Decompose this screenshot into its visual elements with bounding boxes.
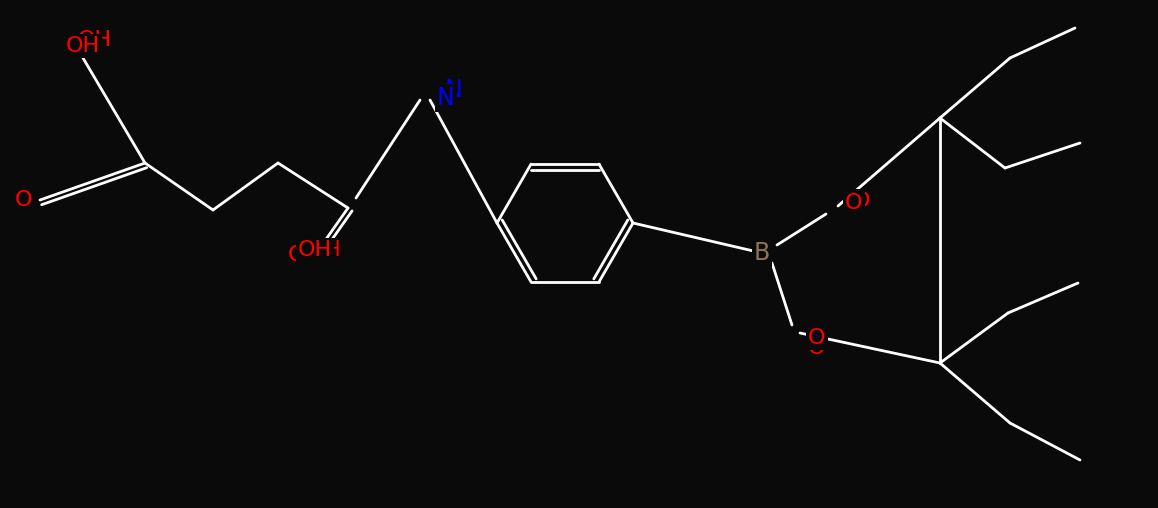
Text: O: O (15, 190, 32, 210)
Text: OH: OH (66, 36, 100, 56)
Text: O: O (10, 190, 28, 210)
Text: N: N (437, 86, 455, 110)
Text: H: H (325, 240, 340, 260)
Text: O: O (287, 245, 305, 265)
Text: N: N (445, 78, 463, 102)
Text: OH: OH (298, 240, 332, 260)
Text: OH: OH (78, 30, 112, 50)
Text: O: O (853, 191, 871, 211)
Text: O: O (845, 193, 863, 213)
Text: B: B (754, 241, 770, 265)
Text: O: O (808, 338, 826, 358)
Text: O: O (808, 328, 826, 348)
Text: B: B (754, 241, 770, 265)
